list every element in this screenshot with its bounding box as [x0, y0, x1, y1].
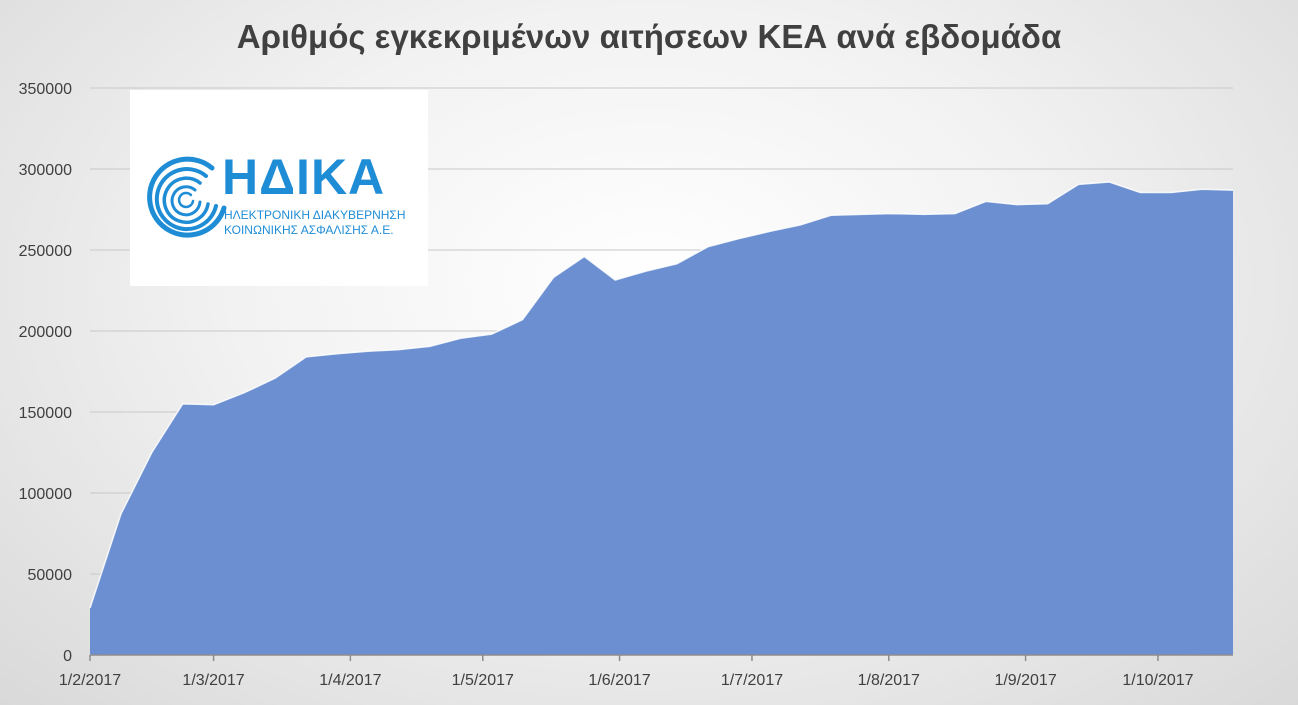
x-tick-label: 1/4/2017 [319, 672, 381, 689]
area-outline [89, 181, 1234, 609]
logo-subtitle-line1: ΗΛΕΚΤΡΟΝΙΚΗ ΔΙΑΚΥΒΕΡΝΗΣΗ [224, 208, 406, 222]
idika-logo: ΗΔΙΚΑ ΗΛΕΚΤΡΟΝΙΚΗ ΔΙΑΚΥΒΕΡΝΗΣΗ ΚΟΙΝΩΝΙΚΗ… [130, 90, 428, 286]
y-tick-label: 100000 [19, 486, 72, 503]
swirl-logo-icon [147, 156, 227, 238]
x-tick-label: 1/9/2017 [994, 672, 1056, 689]
x-tick-label: 1/5/2017 [452, 672, 514, 689]
area-series [90, 182, 1233, 655]
x-tick-label: 1/3/2017 [182, 672, 244, 689]
x-tick-label: 1/10/2017 [1122, 672, 1193, 689]
x-tick-label: 1/6/2017 [588, 672, 650, 689]
y-tick-label: 300000 [19, 162, 72, 179]
x-tick-label: 1/7/2017 [721, 672, 783, 689]
y-tick-label: 0 [63, 648, 72, 665]
y-tick-label: 50000 [28, 567, 73, 584]
y-tick-label: 150000 [19, 405, 72, 422]
x-tick-label: 1/8/2017 [858, 672, 920, 689]
x-tick-label: 1/2/2017 [59, 672, 121, 689]
logo-wordmark: ΗΔΙΚΑ [222, 149, 386, 205]
logo-subtitle-line2: ΚΟΙΝΩΝΙΚΗΣ ΑΣΦΑΛΙΣΗΣ Α.Ε. [224, 223, 394, 237]
chart-title: Αριθμός εγκεκριμένων αιτήσεων ΚΕΑ ανά εβ… [236, 18, 1062, 55]
y-tick-label: 250000 [19, 243, 72, 260]
y-tick-label: 350000 [19, 81, 72, 98]
y-tick-label: 200000 [19, 324, 72, 341]
